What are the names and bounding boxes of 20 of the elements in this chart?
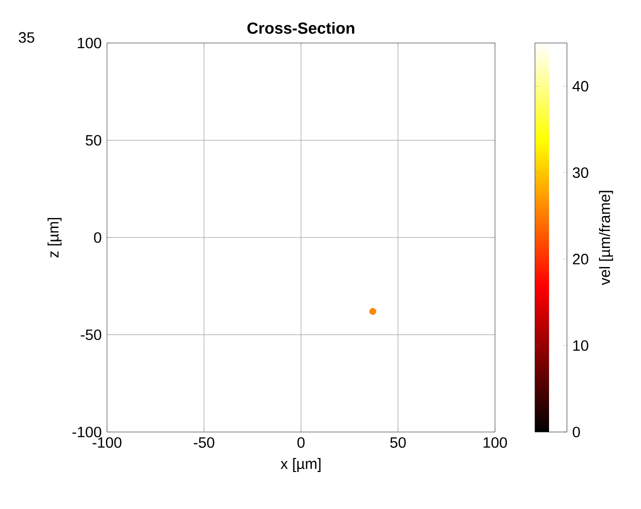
text: 35: [18, 32, 34, 43]
x-tick-label: 100: [484, 437, 507, 448]
color-bar-label: 10: [573, 340, 588, 351]
color-bar-title: vel [µm/frame]: [599, 190, 614, 286]
color-bar-label: 40: [572, 80, 588, 92]
y-tick-label: -100: [72, 426, 102, 438]
x-axis-title: x [µm]: [280, 458, 320, 472]
color-bar-label: 20: [572, 254, 588, 264]
x-tick-label: 50: [390, 437, 406, 448]
x-tick-label: 0: [297, 437, 305, 448]
y-axis-title: z [µm]: [48, 218, 62, 258]
y-tick-label: 100: [78, 38, 102, 48]
color-bar-label: 30: [572, 167, 588, 178]
chart-title: Cross-Section: [247, 22, 354, 34]
y-tick-label: 0: [94, 232, 102, 243]
color-bar-label: 0: [572, 426, 580, 438]
x-tick-label: -50: [194, 437, 214, 448]
y-tick-label: 50: [86, 134, 102, 146]
x-tick-label: -100: [92, 437, 122, 448]
y-tick-label: -50: [80, 329, 102, 340]
